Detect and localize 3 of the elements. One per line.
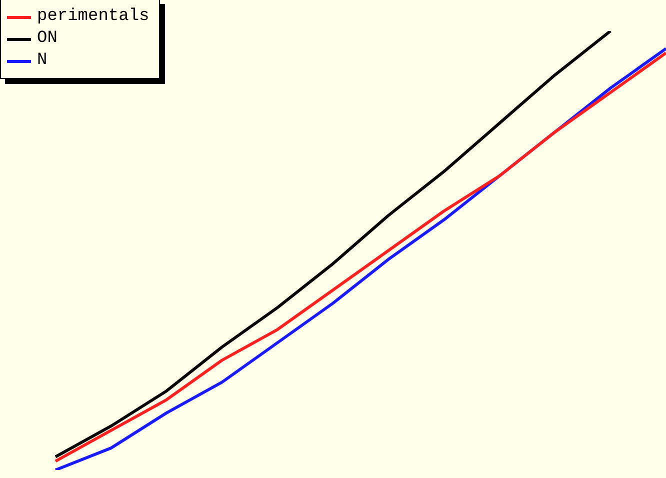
legend-label: perimentals (37, 6, 150, 28)
legend-label: ON (37, 28, 58, 50)
legend-label: N (37, 50, 48, 72)
